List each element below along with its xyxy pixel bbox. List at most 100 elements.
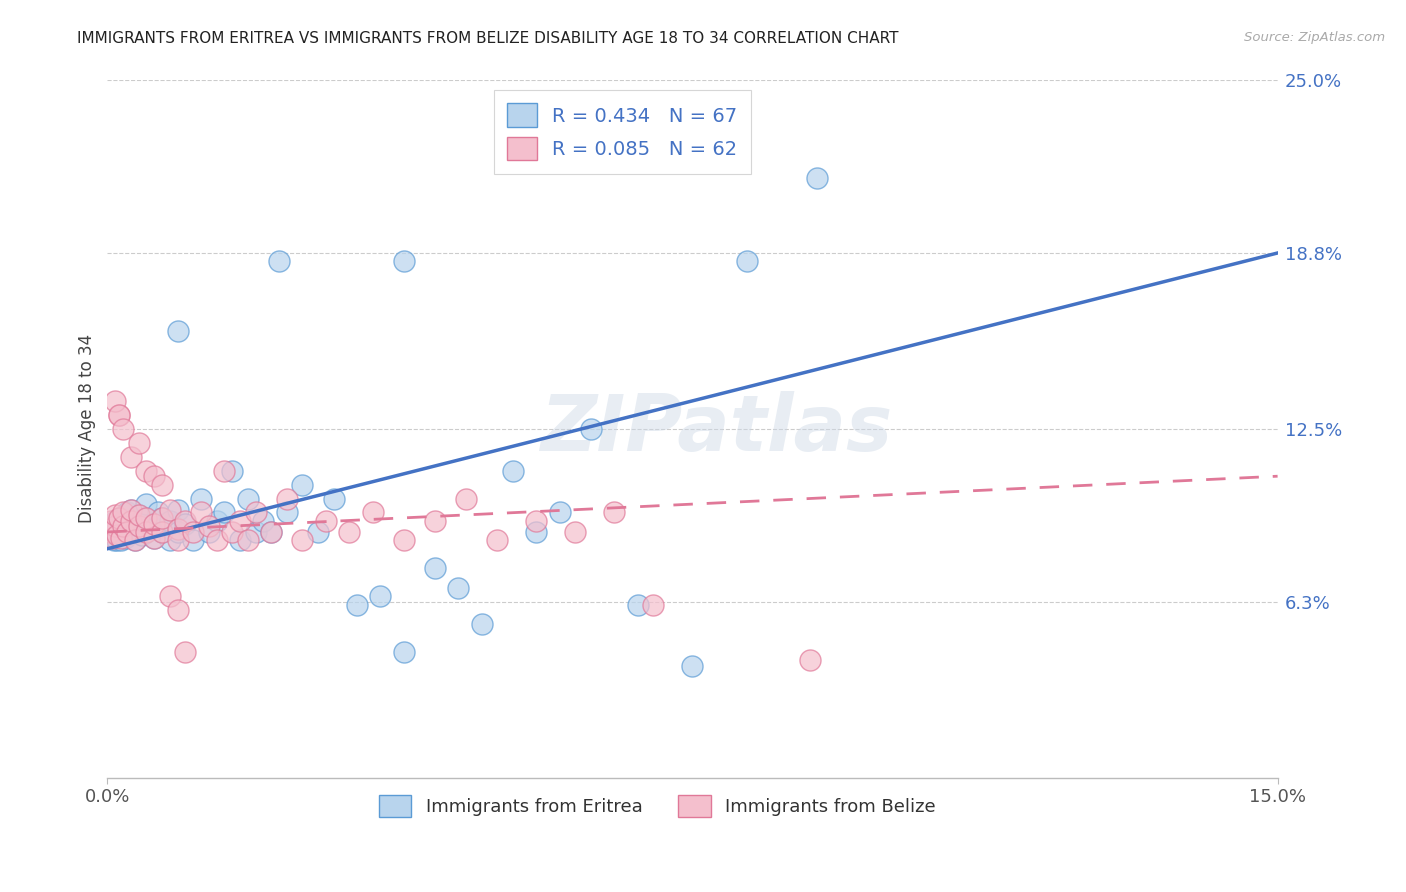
Point (526, 514, 548, 528)
Point (115, 524, 138, 539)
Point (190, 506, 212, 520)
Point (101, 531, 124, 545)
Point (548, 506, 571, 520)
Point (107, 519, 129, 533)
Point (245, 506, 267, 520)
Point (447, 581, 470, 595)
Point (181, 533, 204, 548)
Point (392, 645, 415, 659)
Point (108, 511, 131, 525)
Point (245, 524, 267, 539)
Point (392, 533, 415, 548)
Point (98, 524, 121, 539)
Text: ZIPatlas: ZIPatlas (540, 391, 891, 467)
Point (190, 491, 212, 506)
Point (486, 533, 509, 548)
Point (166, 524, 188, 539)
Point (150, 524, 173, 539)
Point (135, 524, 157, 539)
Point (627, 598, 650, 612)
Point (104, 524, 127, 539)
Point (124, 533, 146, 548)
Point (456, 491, 478, 506)
Point (143, 516, 166, 531)
Y-axis label: Disability Age 18 to 34: Disability Age 18 to 34 (79, 334, 96, 524)
Point (159, 514, 181, 528)
Point (221, 464, 243, 478)
Point (150, 511, 173, 525)
Point (221, 524, 243, 539)
Point (166, 502, 188, 516)
Point (128, 519, 150, 533)
Point (135, 511, 157, 525)
Point (276, 506, 298, 520)
Point (135, 524, 157, 539)
Point (260, 524, 283, 539)
Point (111, 514, 134, 528)
Point (108, 511, 131, 525)
Point (120, 450, 142, 464)
Point (392, 254, 415, 268)
Point (111, 422, 134, 436)
Point (100, 531, 122, 545)
Point (128, 519, 150, 533)
Point (682, 659, 704, 673)
Point (423, 561, 446, 575)
Point (135, 497, 157, 511)
Point (120, 514, 142, 528)
Point (143, 531, 166, 545)
Point (143, 469, 166, 483)
Point (361, 506, 384, 520)
Legend: Immigrants from Eritrea, Immigrants from Belize: Immigrants from Eritrea, Immigrants from… (371, 788, 943, 824)
Point (124, 533, 146, 548)
Point (131, 528, 153, 542)
Point (128, 508, 150, 523)
Point (181, 524, 204, 539)
Point (423, 514, 446, 528)
Point (128, 508, 150, 523)
Point (252, 514, 274, 528)
Text: Source: ZipAtlas.com: Source: ZipAtlas.com (1244, 31, 1385, 45)
Point (146, 506, 169, 520)
Point (564, 524, 586, 539)
Point (229, 533, 252, 548)
Point (120, 524, 142, 539)
Point (236, 491, 259, 506)
Point (98, 524, 121, 539)
Point (104, 519, 127, 533)
Point (120, 502, 142, 516)
Point (100, 514, 122, 528)
Point (103, 533, 125, 548)
Point (150, 524, 173, 539)
Point (799, 653, 821, 667)
Point (104, 508, 127, 523)
Text: IMMIGRANTS FROM ERITREA VS IMMIGRANTS FROM BELIZE DISABILITY AGE 18 TO 34 CORREL: IMMIGRANTS FROM ERITREA VS IMMIGRANTS FR… (77, 31, 898, 46)
Point (120, 502, 142, 516)
Point (111, 524, 134, 539)
Point (108, 408, 131, 422)
Point (205, 514, 228, 528)
Point (110, 533, 132, 548)
Point (603, 506, 626, 520)
Point (579, 422, 602, 436)
Point (643, 598, 665, 612)
Point (315, 514, 337, 528)
Point (174, 516, 197, 531)
Point (346, 598, 368, 612)
Point (205, 533, 228, 548)
Point (104, 393, 127, 408)
Point (114, 531, 136, 545)
Point (174, 645, 197, 659)
Point (214, 506, 236, 520)
Point (105, 533, 128, 548)
Point (502, 464, 524, 478)
Point (166, 533, 188, 548)
Point (105, 528, 128, 542)
Point (806, 170, 828, 185)
Point (370, 589, 392, 603)
Point (276, 491, 298, 506)
Point (267, 254, 290, 268)
Point (111, 519, 134, 533)
Point (307, 524, 329, 539)
Point (229, 514, 252, 528)
